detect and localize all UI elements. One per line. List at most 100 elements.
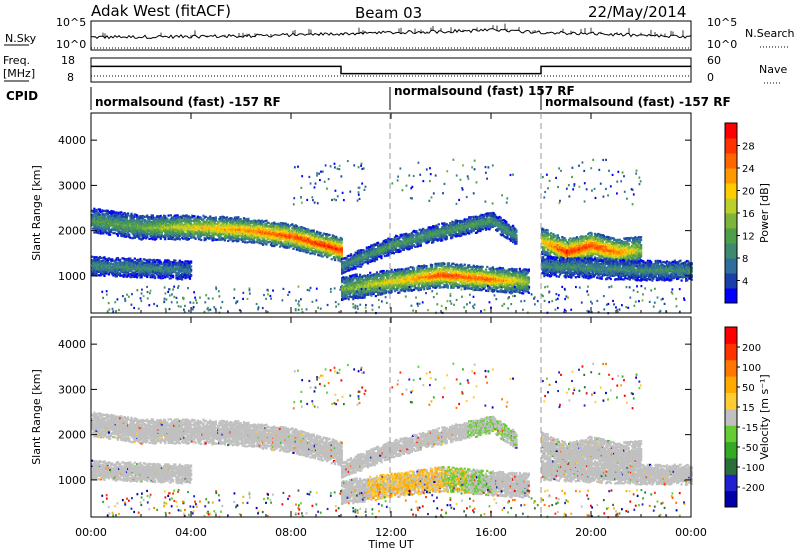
power-cell [93,267,96,270]
power-cell [181,276,184,279]
power-cell [200,228,203,231]
power-cell [292,227,295,230]
power-cell [310,236,313,239]
power-cell [173,229,176,232]
power-cell [140,223,143,227]
power-cell [241,232,244,236]
power-cell [157,217,160,221]
power-cell [312,236,315,240]
power-cell [100,210,103,214]
power-cell [277,234,280,237]
power-cell [136,268,139,272]
power-cell [233,232,237,236]
power-cell [280,238,283,242]
power-cell [106,226,109,229]
power-cell [292,234,295,237]
power-cell [156,267,159,270]
power-cell [232,231,235,234]
power-cell [113,266,116,269]
power-cell [121,269,124,273]
power-cell [282,226,285,229]
power-cell [305,238,309,241]
power-cell [260,231,264,234]
power-cell [387,249,390,252]
power-cell [253,231,256,235]
power-cell [298,245,301,249]
power-cell [314,248,318,252]
power-cell [131,214,134,217]
power-cell [229,230,232,233]
power-cell [223,228,226,231]
power-cell [182,273,185,277]
power-cell [174,266,177,270]
power-cell [100,260,103,263]
power-cell [128,257,131,260]
power-cell [423,240,426,243]
power-cell [380,246,383,250]
power-cell [222,225,225,228]
power-cell [415,229,418,233]
power-cell [271,232,274,235]
power-cell [102,225,105,228]
power-cell [249,232,252,235]
power-cell [402,244,406,248]
power-cell [156,235,159,238]
power-cell [310,235,313,238]
power-cell [194,224,197,227]
power-cell [313,236,316,239]
power-cell [296,232,300,235]
power-cell [96,223,99,226]
power-cell [181,225,184,228]
power-cell [223,216,226,219]
power-cell [112,221,115,225]
power-cell [515,236,518,239]
power-cell [187,220,190,224]
power-cell [361,257,364,260]
power-cell [149,267,152,270]
power-cell [331,235,334,238]
power-cell [323,240,327,243]
power-cell [386,246,389,250]
power-cell [176,278,179,281]
power-cell [93,274,96,277]
power-cell [432,227,435,230]
power-cell [150,231,153,234]
power-cell [152,223,156,226]
power-cell [303,234,306,237]
power-cell [114,275,117,278]
power-cell [213,218,216,221]
power-cell [256,226,259,230]
power-cell [119,272,122,275]
power-cell [111,222,114,225]
power-cell [94,268,97,271]
power-cell [177,220,180,223]
power-cell [133,231,136,234]
power-cell [390,246,393,249]
power-cell [359,253,362,257]
power-cell [379,253,382,256]
power-cell [337,244,340,247]
power-cell [411,236,415,239]
power-cell [145,232,148,235]
power-cell [432,232,435,235]
power-cell [145,261,148,264]
noise-right-tick-top: 10^5 [707,16,737,29]
power-cell [258,234,261,237]
power-cell [278,223,282,227]
power-cell [159,272,162,275]
power-cell [182,225,185,229]
power-cell [259,223,262,226]
power-cell [100,219,103,222]
power-cell [188,235,192,238]
power-cell [93,271,96,274]
power-cell [420,235,424,239]
power-cell [174,229,177,233]
power-cell [368,251,371,255]
power-cell [407,246,410,250]
power-cell [105,227,108,231]
power-cell [145,236,148,239]
power-cell [97,208,100,211]
power-cell [229,223,232,226]
power-cell [138,222,141,225]
power-cell [143,232,147,235]
